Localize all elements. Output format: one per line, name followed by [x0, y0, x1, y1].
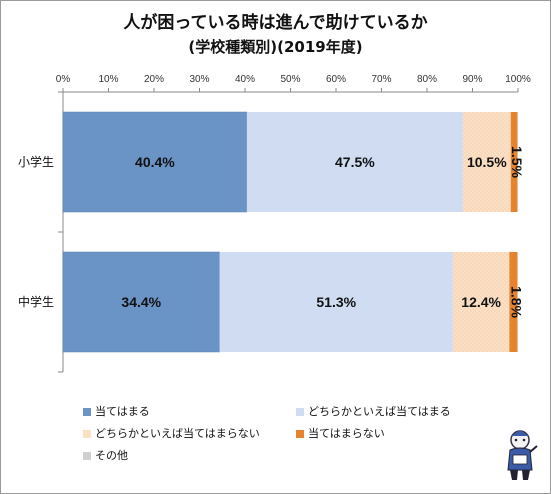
x-tick-label: 50%: [280, 74, 300, 85]
mascot-logo: [507, 430, 538, 480]
legend-item: その他: [83, 447, 128, 463]
x-tick-label: 90%: [462, 74, 482, 85]
bar-segment: [509, 252, 518, 352]
legend-swatch: [83, 430, 91, 438]
category-label: 中学生: [18, 294, 54, 309]
x-tick-label: 20%: [144, 74, 164, 85]
data-label: 10.5%: [467, 154, 507, 170]
data-label: 12.4%: [461, 294, 501, 310]
category-label: 小学生: [18, 154, 54, 169]
bar-segment: [246, 112, 463, 212]
x-tick-label: 60%: [326, 74, 346, 85]
legend-item: どちらかといえば当てはまる: [296, 403, 451, 419]
bar-segment: [462, 112, 511, 212]
legend-label: どちらかといえば当てはまる: [308, 405, 451, 418]
bar-segment: [62, 111, 248, 213]
x-tick-label: 100%: [505, 74, 531, 85]
bar-segment: [219, 252, 453, 352]
legend-swatch: [83, 452, 91, 460]
legend-label: その他: [95, 449, 128, 462]
x-tick-label: 70%: [371, 74, 391, 85]
x-tick-label: 10%: [98, 74, 118, 85]
bar-segment: [452, 252, 510, 352]
chart-subtitle: (学校種類別)(2019年度): [188, 38, 363, 56]
legend-swatch: [83, 408, 91, 416]
x-tick-label: 0%: [56, 74, 71, 85]
data-label: 40.4%: [135, 154, 175, 170]
legend-swatch: [296, 408, 304, 416]
legend-item: 当てはまる: [83, 403, 150, 419]
data-label: 47.5%: [335, 154, 375, 170]
data-label: 34.4%: [121, 294, 161, 310]
legend-swatch: [296, 430, 304, 438]
data-label: 1.5%: [509, 146, 525, 178]
legend-label: どちらかといえば当てはまらない: [95, 427, 260, 440]
chart-title: 人が困っている時は進んで助けているか: [123, 13, 428, 33]
legend-item: 当てはまらない: [296, 425, 385, 441]
legend-item: どちらかといえば当てはまらない: [83, 425, 260, 441]
x-tick-label: 30%: [189, 74, 209, 85]
data-label: 1.8%: [508, 286, 524, 318]
legend-label: 当てはまる: [95, 405, 150, 418]
legend-label: 当てはまらない: [308, 427, 385, 440]
data-label: 51.3%: [316, 294, 356, 310]
x-tick-label: 40%: [235, 74, 255, 85]
x-tick-label: 80%: [417, 74, 437, 85]
bar-segment: [510, 112, 518, 212]
